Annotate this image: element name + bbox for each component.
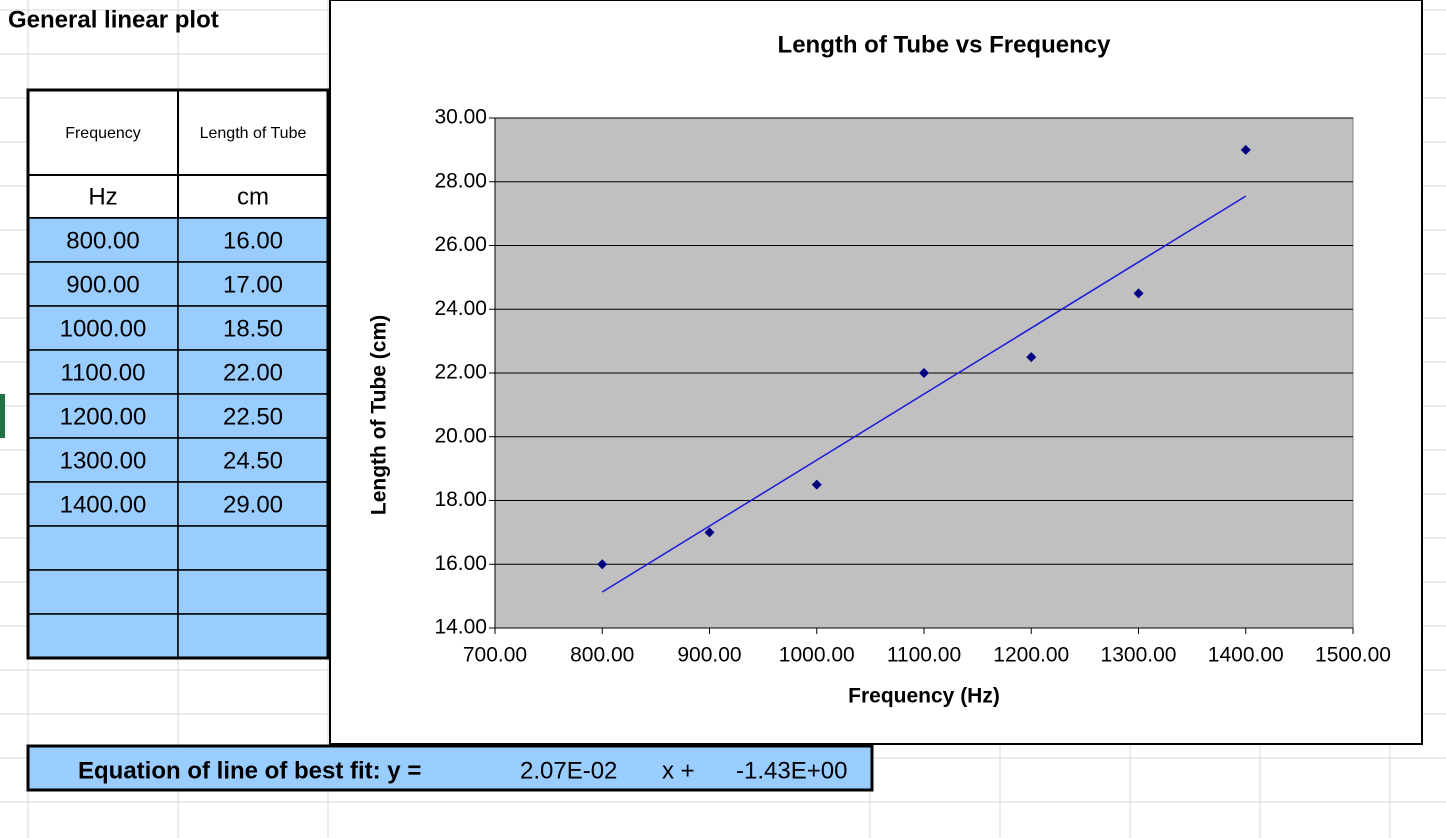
data-cell [177, 437, 329, 483]
unit-label: Hz [88, 183, 117, 210]
data-point [1133, 288, 1144, 299]
table-border [26, 88, 330, 660]
y-tick-label: 30.00 [434, 106, 487, 129]
column-header: Length of Tube [200, 125, 307, 142]
data-point [1240, 144, 1251, 155]
equation-intercept: -1.43E+00 [736, 757, 847, 784]
data-point [704, 527, 715, 538]
data-point [1026, 352, 1037, 363]
x-tick-label: 1200.00 [993, 644, 1069, 667]
cell-value: 900.00 [66, 271, 139, 298]
equation-middle: x + [662, 757, 695, 784]
trendline [601, 195, 1247, 593]
cell-value: 1400.00 [60, 491, 147, 518]
cell-value: 18.50 [223, 315, 283, 342]
equation-prefix: Equation of line of best fit: y = [78, 757, 421, 784]
data-cell [177, 613, 329, 659]
cell-value: 1100.00 [61, 359, 146, 386]
x-tick-label: 1100.00 [887, 644, 961, 667]
x-tick-label: 1400.00 [1208, 644, 1284, 667]
x-tick-label: 700.00 [463, 644, 527, 667]
data-cell [177, 393, 329, 439]
y-axis-title: Length of Tube (cm) [368, 315, 391, 515]
y-tick-label: 28.00 [434, 169, 487, 192]
unit-label: cm [237, 183, 269, 210]
cell-value: 1000.00 [60, 315, 147, 342]
y-tick-label: 18.00 [434, 488, 487, 511]
y-tick-label: 14.00 [434, 616, 487, 639]
equation-box [26, 744, 874, 792]
y-tick-label: 16.00 [434, 552, 487, 575]
data-cell [27, 525, 179, 571]
cell-value: 1200.00 [60, 403, 147, 430]
data-point [811, 479, 822, 490]
x-tick-label: 800.00 [570, 644, 634, 667]
y-tick-label: 26.00 [434, 233, 487, 256]
data-cell [177, 525, 329, 571]
data-cell [177, 569, 329, 615]
cell-value: 29.00 [223, 491, 283, 518]
y-tick-label: 24.00 [434, 297, 487, 320]
y-tick-label: 22.00 [434, 361, 487, 384]
data-point [597, 559, 608, 570]
x-tick-label: 1300.00 [1101, 644, 1177, 667]
cell-value: 22.50 [223, 403, 283, 430]
data-cell [27, 481, 179, 527]
column-header: Frequency [65, 125, 141, 142]
data-cell [177, 217, 329, 263]
data-cell [177, 261, 329, 307]
x-axis-title: Frequency (Hz) [848, 685, 1000, 708]
cell-value: 16.00 [223, 227, 283, 254]
sheet-title: General linear plot [8, 6, 219, 33]
data-cell [27, 613, 179, 659]
y-tick-label: 20.00 [434, 424, 487, 447]
cell-value: 17.00 [223, 271, 283, 298]
equation-slope: 2.07E-02 [520, 757, 617, 784]
data-cell [177, 481, 329, 527]
cell-value: 1300.00 [60, 447, 147, 474]
chart-title: Length of Tube vs Frequency [778, 31, 1112, 58]
cell-value: 22.00 [223, 359, 283, 386]
data-cell [27, 393, 179, 439]
data-cell [27, 569, 179, 615]
cell-value: 24.50 [223, 447, 283, 474]
data-cell [27, 437, 179, 483]
x-tick-label: 1500.00 [1315, 644, 1391, 667]
x-tick-label: 900.00 [677, 644, 741, 667]
cell-value: 800.00 [66, 227, 139, 254]
data-point [919, 368, 929, 378]
row-marker [0, 394, 5, 438]
x-tick-label: 1000.00 [779, 644, 855, 667]
data-cell [177, 349, 329, 395]
data-cell [177, 305, 329, 351]
